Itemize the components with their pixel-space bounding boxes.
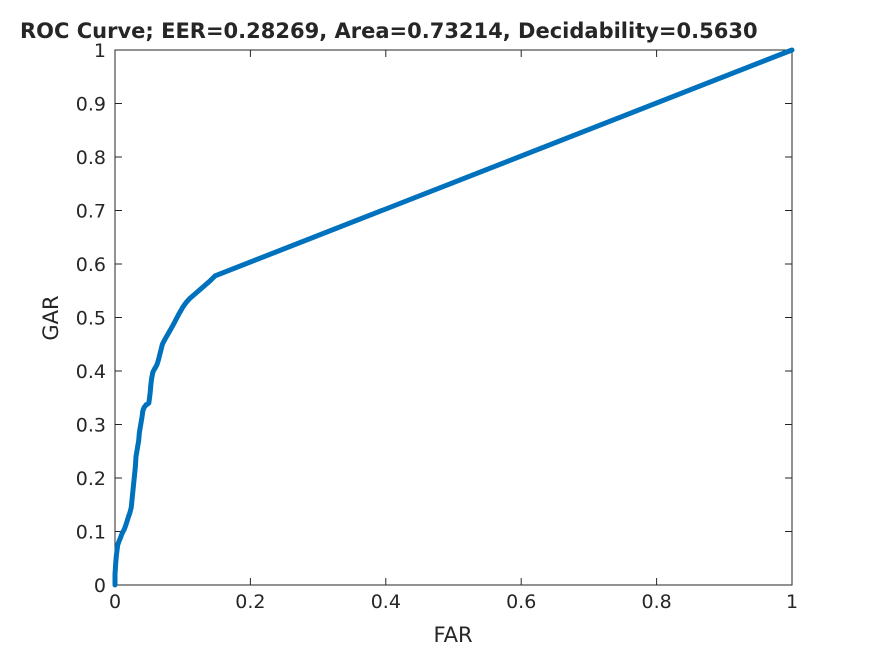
y-tick-label: 0.5 (76, 308, 106, 330)
x-tick-label: 0.6 (506, 591, 536, 613)
x-tick-label: 0.2 (235, 591, 265, 613)
y-tick-label: 0.4 (76, 361, 106, 383)
y-tick-label: 1 (94, 40, 106, 62)
roc-curve-line (112, 47, 795, 588)
y-axis-ticks: 0 0.1 0.2 0.3 0.4 0.5 0.6 0.7 0.8 0.9 1 (76, 40, 792, 597)
x-axis-ticks: 0 0.2 0.4 0.6 0.8 1 (109, 50, 798, 613)
chart-title: ROC Curve; EER=0.28269, Area=0.73214, De… (20, 19, 758, 43)
x-tick-label: 0 (109, 591, 121, 613)
y-tick-label: 0.1 (76, 522, 106, 544)
x-axis-label: FAR (433, 623, 472, 647)
x-tick-label: 0.4 (371, 591, 401, 613)
series-layer (112, 47, 795, 588)
y-tick-label: 0.8 (76, 147, 106, 169)
y-tick-label: 0.9 (76, 94, 106, 116)
y-tick-label: 0.6 (76, 254, 106, 276)
y-axis-label: GAR (39, 295, 63, 340)
x-tick-label: 1 (786, 591, 798, 613)
y-tick-label: 0.3 (76, 415, 106, 437)
y-tick-label: 0.7 (76, 201, 106, 223)
x-tick-label: 0.8 (641, 591, 671, 613)
plot-area (114, 49, 793, 586)
y-tick-label: 0 (94, 575, 106, 597)
y-tick-label: 0.2 (76, 468, 106, 490)
